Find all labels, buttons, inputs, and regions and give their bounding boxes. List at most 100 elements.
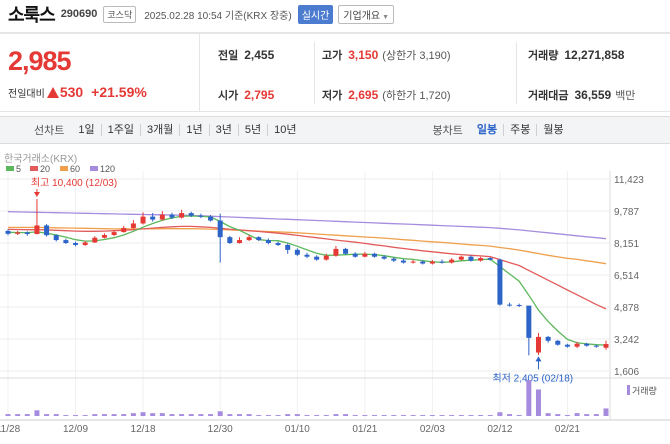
- stock-code: 290690: [60, 8, 98, 20]
- legend-label: 60: [70, 164, 80, 174]
- company-info-button[interactable]: 기업개요 ▼: [338, 4, 395, 24]
- period-1d[interactable]: 1일: [78, 124, 95, 136]
- volume-bar: [53, 414, 59, 416]
- y-tick-label: 8,151: [614, 239, 639, 250]
- volume-bar: [487, 415, 493, 416]
- annotations: 최고 10,400 (12/03) 최저 2,405 (02/18): [31, 177, 573, 384]
- candle-body: [130, 223, 136, 228]
- stock-chart[interactable]: 한국거래소(KRX) 5 20 60 120 11,423 9,787 8,151 6,51…: [0, 148, 670, 444]
- change-percent: +21.59%: [91, 84, 147, 100]
- volume-bar: [111, 414, 117, 416]
- y-tick-label: 3,242: [614, 335, 639, 346]
- title-bar: 소룩스 290690 코스닥 2025.02.28 10:54 기준(KRX 장…: [0, 0, 670, 28]
- candle-body: [44, 225, 50, 236]
- legend-swatch: [60, 166, 68, 171]
- x-tick-label: 12/09: [63, 424, 88, 435]
- candle-body: [400, 260, 406, 263]
- x-tick-label: 02/03: [420, 424, 445, 435]
- volume-bar: [294, 414, 300, 416]
- candle-body: [285, 244, 291, 250]
- volume-bar: [73, 415, 79, 416]
- line-chart-label: 선차트: [34, 125, 65, 137]
- stat-amount: 거래대금 36,559 백만: [528, 87, 635, 103]
- stat-value: 12,271,858: [564, 48, 625, 62]
- volume-bar: [584, 414, 590, 416]
- candle-body: [294, 249, 300, 255]
- volume-bar: [246, 414, 252, 416]
- legend-swatch: [30, 166, 38, 171]
- candle-body: [101, 234, 107, 238]
- volume-bar: [140, 412, 146, 416]
- volume-bar: [150, 413, 156, 416]
- tab-daily[interactable]: 일봉: [476, 124, 498, 136]
- volume-bar: [314, 415, 320, 416]
- volume-bar: [198, 414, 204, 416]
- change-label: 전일대비: [8, 88, 45, 100]
- volume-bar: [564, 415, 570, 416]
- y-tick-label: 4,878: [614, 303, 639, 314]
- volume-bar: [44, 414, 50, 416]
- volume-bar: [179, 414, 185, 416]
- volume-bar: [593, 414, 599, 416]
- moving-averages: [7, 211, 607, 346]
- volume-bar: [497, 412, 503, 416]
- stat-label: 전일: [218, 50, 239, 62]
- volume-bar: [343, 414, 349, 416]
- candle-body: [246, 237, 252, 241]
- period-1y[interactable]: 1년: [179, 124, 208, 136]
- period-3m[interactable]: 3개월: [139, 124, 179, 136]
- volume-bar: [130, 413, 136, 416]
- volume-bar: [92, 414, 98, 416]
- price-panel: 2,985 전일대비 530 +21.59% 전일 2,455 시가 2,795…: [0, 32, 670, 112]
- candle-body: [34, 225, 40, 235]
- period-1w[interactable]: 1주일: [100, 124, 140, 136]
- candle-body: [227, 237, 233, 244]
- volume-bar: [304, 415, 310, 416]
- candle-body: [53, 235, 59, 241]
- candle-body: [92, 237, 98, 243]
- tab-weekly[interactable]: 주봉: [503, 124, 536, 136]
- period-5y[interactable]: 5년: [237, 124, 267, 136]
- upper-limit: (상한가 3,190): [382, 50, 451, 62]
- volume-bar: [15, 414, 21, 416]
- volume-bar: [439, 415, 445, 416]
- stat-value: 36,559: [574, 88, 612, 102]
- candle-body: [24, 232, 30, 235]
- volume-bar: [101, 414, 107, 416]
- volume-bar: [323, 415, 329, 416]
- candle-body: [458, 256, 464, 260]
- candle-body: [420, 261, 426, 264]
- volume-legend-label: 거래량: [632, 385, 657, 396]
- volume-bar: [555, 414, 561, 416]
- volume-bar: [410, 415, 416, 416]
- tab-monthly[interactable]: 월봉: [536, 124, 569, 136]
- volume-bar: [535, 389, 541, 416]
- chart-gridlines: [0, 171, 670, 421]
- volume-bar: [603, 408, 609, 416]
- x-axis: 11/28 12/09 12/18 12/30 01/10 01/21 02/03 02/12…: [0, 424, 580, 435]
- period-3y[interactable]: 3년: [208, 124, 238, 136]
- candlesticks: [5, 199, 609, 356]
- volume-bar: [516, 415, 522, 416]
- stat-prev-close: 전일 2,455: [218, 47, 274, 63]
- candle-body: [497, 259, 503, 305]
- change-row: 전일대비 530 +21.59%: [8, 84, 147, 100]
- candle-body: [5, 230, 11, 234]
- candle-body: [198, 215, 204, 217]
- volume-bars: 거래량: [5, 380, 657, 416]
- candle-body: [188, 213, 194, 216]
- stat-open: 시가 2,795: [218, 87, 274, 103]
- main-price-box: 2,985 전일대비 530 +21.59%: [0, 34, 200, 112]
- candle-body: [236, 240, 242, 244]
- chart-source: 한국거래소(KRX): [4, 153, 77, 165]
- low-annotation: 최저 2,405 (02/18): [492, 372, 573, 384]
- stat-volume: 거래량 12,271,858: [528, 47, 624, 63]
- candle-body: [584, 343, 590, 346]
- candle-body: [439, 261, 445, 263]
- volume-bar: [63, 415, 69, 416]
- candle-body: [323, 255, 329, 260]
- chart-legend: 5 20 60 120: [6, 164, 115, 174]
- candle-body: [391, 258, 397, 261]
- legend-label: 20: [40, 164, 50, 174]
- period-10y[interactable]: 10년: [267, 124, 302, 136]
